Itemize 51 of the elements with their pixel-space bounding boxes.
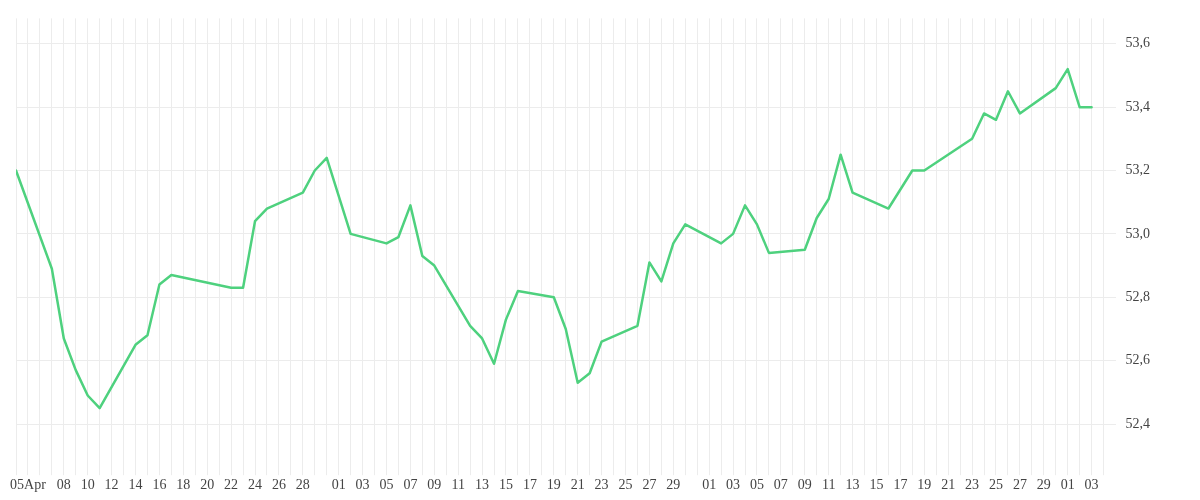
- x-tick-label: 25: [618, 477, 633, 493]
- x-tick-label: 11: [451, 477, 465, 493]
- x-tick-label: 08: [56, 477, 71, 493]
- x-tick-label: 01: [331, 477, 346, 493]
- x-tick-label: 17: [522, 477, 537, 493]
- x-tick-label: 18: [176, 477, 191, 493]
- x-tick-label: 14: [128, 477, 143, 493]
- x-tick-label: 21: [570, 477, 585, 493]
- x-tick-label: 03: [1084, 477, 1099, 493]
- y-tick-label: 53,2: [1125, 162, 1150, 178]
- x-tick-label: 22: [224, 477, 239, 493]
- y-tick-label: 53,0: [1125, 225, 1150, 241]
- x-tick-label: 26: [271, 477, 286, 493]
- x-tick-label: 16: [152, 477, 167, 493]
- x-tick-label: 29: [1036, 477, 1051, 493]
- x-tick-label: 24: [248, 477, 263, 493]
- x-tick-label: 27: [1012, 477, 1027, 493]
- x-tick-label: 03: [726, 477, 741, 493]
- x-tick-label: 15: [498, 477, 513, 493]
- x-tick-label: 01: [702, 477, 717, 493]
- x-tick-label: 09: [427, 477, 442, 493]
- x-tick-label: 20: [200, 477, 215, 493]
- x-tick-label: 15: [869, 477, 884, 493]
- x-tick-label: 25: [988, 477, 1003, 493]
- y-tick-label: 53,6: [1125, 35, 1150, 51]
- y-tick-label: 52,4: [1125, 415, 1150, 431]
- y-tick-label: 53,4: [1125, 98, 1150, 114]
- x-tick-label: 01: [1060, 477, 1075, 493]
- x-tick-label: 09: [797, 477, 812, 493]
- y-tick-label: 52,8: [1125, 288, 1150, 304]
- x-tick-label: 11: [821, 477, 836, 493]
- x-tick-label: 10: [80, 477, 95, 493]
- x-tick-label: 13: [845, 477, 860, 493]
- x-tick-label: 07: [773, 477, 788, 493]
- x-tick-label: 23: [594, 477, 609, 493]
- x-tick-label: 23: [965, 477, 980, 493]
- x-tick-label: 12: [104, 477, 119, 493]
- x-tick-label: 05Apr: [10, 477, 47, 493]
- x-tick-label: 03: [355, 477, 370, 493]
- x-tick-label: 19: [546, 477, 561, 493]
- x-tick-label: 05: [749, 477, 764, 493]
- x-tick-label: 07: [403, 477, 418, 493]
- x-tick-label: 21: [941, 477, 956, 493]
- x-tick-label: 27: [642, 477, 657, 493]
- x-tick-label: 19: [917, 477, 932, 493]
- x-tick-label: 05: [379, 477, 394, 493]
- y-tick-label: 52,6: [1125, 352, 1150, 368]
- x-tick-label: 29: [666, 477, 681, 493]
- x-tick-label: 28: [295, 477, 310, 493]
- x-tick-label: 13: [475, 477, 490, 493]
- x-tick-label: 17: [893, 477, 908, 493]
